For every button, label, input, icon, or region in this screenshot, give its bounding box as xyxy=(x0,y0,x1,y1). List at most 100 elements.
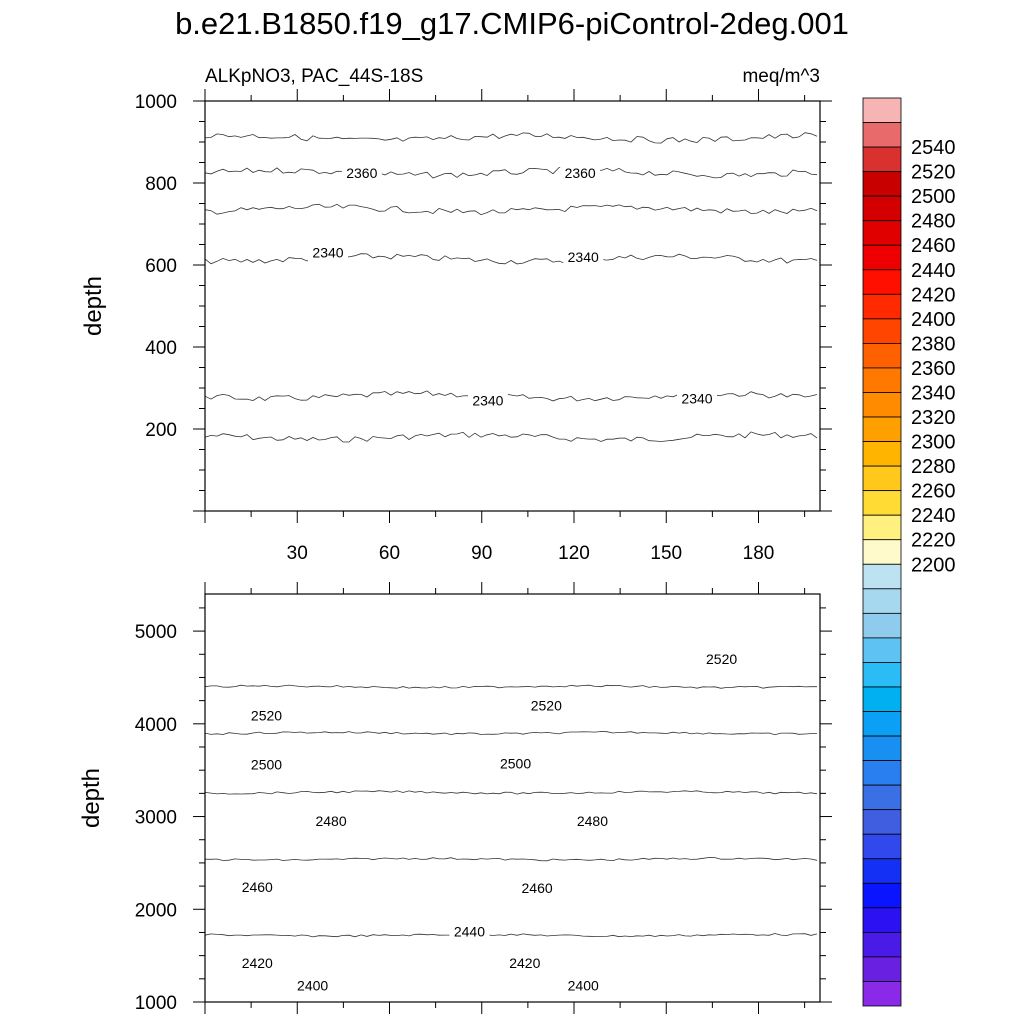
lower-contour-label-text-2: 2420 xyxy=(242,955,273,971)
lower-contour-line-3 xyxy=(204,790,818,795)
upper-contour-labels: 2340 2340 2340 2340 2360 2360 xyxy=(308,163,717,410)
colorbar-box-14 xyxy=(862,441,902,467)
lower-contour-label-7: 2480 xyxy=(311,812,352,831)
upper-ytick-label-2: 600 xyxy=(145,256,177,277)
upper-contour-label-bg-1 xyxy=(677,389,717,408)
colorbar-label-9: 2360 xyxy=(911,358,956,380)
lower-contour-label-bg-5 xyxy=(237,878,278,897)
colorbar-label-6: 2420 xyxy=(911,284,956,306)
colorbar-box-31 xyxy=(862,858,902,884)
lower-contour-label-5: 2460 xyxy=(237,878,278,897)
upper-contour-label-text-0: 2340 xyxy=(472,392,503,408)
lower-contour-label-bg-2 xyxy=(237,954,278,973)
lower-contour-label-bg-10 xyxy=(495,754,536,773)
colorbar-box-10 xyxy=(862,343,902,369)
upper-y-axis-label: depth xyxy=(80,276,107,336)
lower-contour-label-text-7: 2480 xyxy=(315,813,346,829)
lower-contour-label-12: 2520 xyxy=(526,696,567,715)
colorbar-box-19 xyxy=(862,563,902,590)
upper-contour-label-5: 2360 xyxy=(560,163,601,182)
colorbar-box-8 xyxy=(862,293,902,320)
colorbar-box-28 xyxy=(862,784,902,811)
upper-contour-label-2: 2340 xyxy=(308,243,348,262)
lower-contour-labels: 2400 2400 2420 2420 2440 2460 2460 2480 2480 2500… xyxy=(237,649,742,995)
left-subtitle: ALKpNO3, PAC_44S-18S xyxy=(205,66,423,87)
lower-axis-ticks: 1000 2000 3000 4000 5000 xyxy=(135,582,832,1014)
upper-contour-label-text-4: 2360 xyxy=(346,165,377,181)
upper-xtick-label-4: 150 xyxy=(650,543,682,564)
chart-title: b.e21.B1850.f19_g17.CMIP6-piControl-2deg… xyxy=(175,6,849,41)
lower-contour-label-bg-3 xyxy=(504,954,545,973)
colorbar-box-17 xyxy=(862,514,902,541)
colorbar-label-4: 2460 xyxy=(911,235,956,257)
lower-contour-label-text-1: 2400 xyxy=(568,977,599,993)
upper-contour-line-1 xyxy=(204,431,818,443)
upper-xtick-label-1: 60 xyxy=(379,543,400,564)
upper-contour-lines xyxy=(204,132,818,443)
lower-y-axis-label: depth xyxy=(78,768,105,828)
colorbar-label-12: 2300 xyxy=(911,432,956,454)
colorbar-label-13: 2280 xyxy=(911,456,956,478)
colorbar-label-17: 2200 xyxy=(911,554,956,576)
units-subtitle: meq/m^3 xyxy=(742,66,820,87)
colorbar-box-1 xyxy=(862,122,902,148)
lower-contour-label-bg-1 xyxy=(563,976,604,995)
lower-contour-label-text-11: 2520 xyxy=(251,707,282,723)
lower-contour-label-text-13: 2520 xyxy=(706,651,737,667)
colorbar-box-33 xyxy=(862,907,902,933)
colorbar-box-36 xyxy=(862,981,902,1007)
lower-ytick-label-3: 4000 xyxy=(135,715,177,736)
lower-contour-line-5 xyxy=(204,684,817,689)
lower-contour-label-bg-9 xyxy=(246,755,287,774)
colorbar-box-22 xyxy=(862,637,902,663)
lower-contour-label-bg-13 xyxy=(701,649,742,668)
colorbar-box-11 xyxy=(862,367,902,393)
colorbar-box-5 xyxy=(862,220,902,246)
lower-contour-line-1 xyxy=(204,933,818,938)
colorbar-box-21 xyxy=(862,612,902,639)
lower-contour-label-10: 2500 xyxy=(495,754,536,773)
colorbar-label-7: 2400 xyxy=(911,309,956,331)
upper-contour-label-1: 2340 xyxy=(677,389,717,408)
lower-ytick-label-0: 1000 xyxy=(135,993,177,1014)
upper-contour-label-bg-5 xyxy=(560,163,601,182)
lower-contour-label-1: 2400 xyxy=(563,976,604,995)
colorbar-label-3: 2480 xyxy=(911,211,956,233)
upper-contour-label-text-2: 2340 xyxy=(312,245,343,261)
upper-xtick-label-0: 30 xyxy=(287,543,308,564)
lower-contour-label-text-12: 2520 xyxy=(531,697,562,713)
lower-contour-label-bg-7 xyxy=(311,812,352,831)
colorbar-box-35 xyxy=(862,956,902,982)
colorbar-box-9 xyxy=(862,318,902,344)
lower-contour-label-4: 2440 xyxy=(449,922,490,941)
colorbar-label-8: 2380 xyxy=(911,333,956,355)
upper-axis-ticks: 200 400 600 800 1000 30 60 90 120 150 180 xyxy=(135,89,832,564)
lower-contour-label-13: 2520 xyxy=(701,649,742,668)
lower-ytick-label-2: 3000 xyxy=(135,808,177,829)
upper-contour-line-2 xyxy=(204,390,818,402)
colorbar-label-5: 2440 xyxy=(911,260,956,282)
upper-contour-line-6 xyxy=(204,132,818,144)
colorbar-label-15: 2240 xyxy=(911,505,956,527)
colorbar-boxes xyxy=(862,97,902,1007)
lower-contour-label-bg-8 xyxy=(572,812,613,831)
upper-xtick-label-3: 120 xyxy=(558,543,590,564)
lower-contour-label-text-5: 2460 xyxy=(242,879,273,895)
lower-contour-lines xyxy=(204,684,818,938)
colorbar-box-32 xyxy=(862,882,902,909)
lower-contour-label-3: 2420 xyxy=(504,954,545,973)
lower-contour-label-bg-0 xyxy=(292,976,333,995)
upper-contour-label-4: 2360 xyxy=(341,163,382,182)
colorbar-label-1: 2520 xyxy=(911,162,956,184)
upper-contour-line-5 xyxy=(204,167,818,179)
colorbar-box-0 xyxy=(862,97,902,123)
upper-ytick-label-1: 400 xyxy=(145,338,177,359)
lower-ytick-label-1: 2000 xyxy=(135,900,177,921)
colorbar-box-7 xyxy=(862,269,902,295)
lower-contour-label-text-0: 2400 xyxy=(297,977,328,993)
lower-contour-label-bg-4 xyxy=(449,922,490,941)
colorbar-label-0: 2540 xyxy=(911,137,956,159)
